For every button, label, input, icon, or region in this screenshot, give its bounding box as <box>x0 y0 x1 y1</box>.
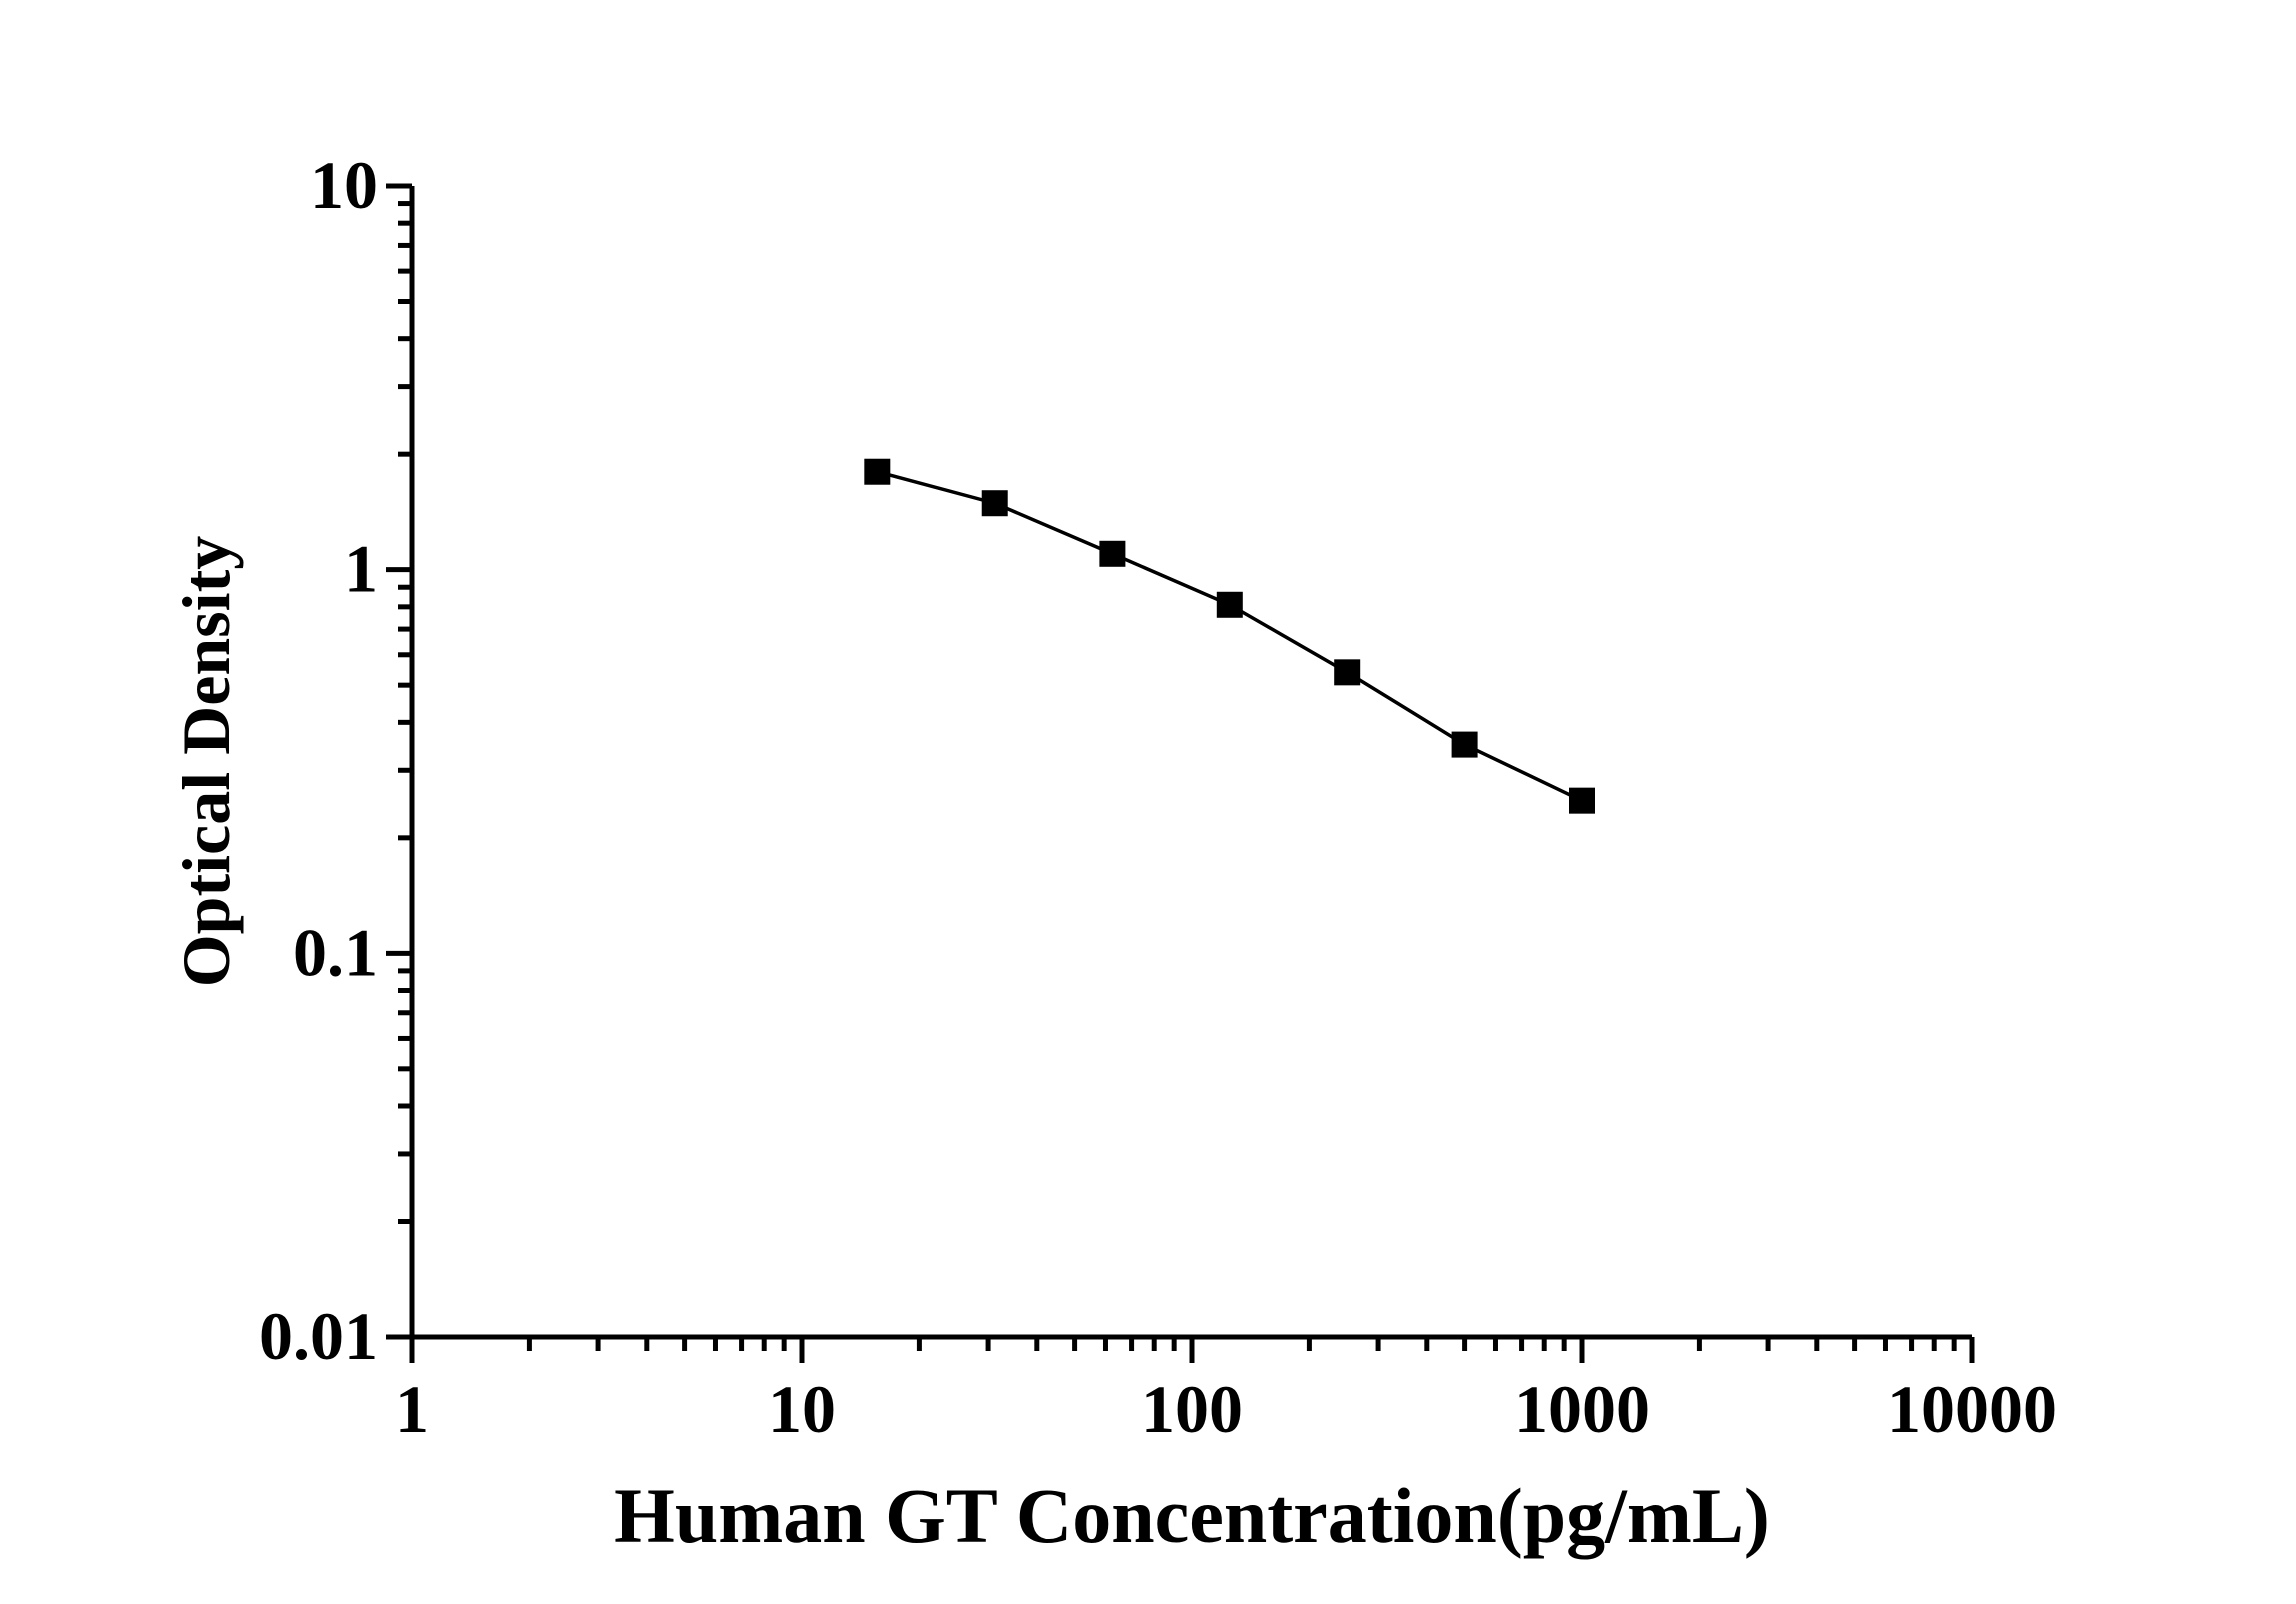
data-point-marker <box>1451 731 1478 758</box>
y-tick-labels: 10 1 0.1 0.01 <box>259 147 378 1374</box>
data-point-marker <box>1334 659 1361 686</box>
data-point-marker <box>864 458 891 485</box>
data-point-marker <box>1216 591 1243 618</box>
x-tick-label: 10 <box>768 1371 836 1447</box>
y-tick-label: 0.01 <box>259 1298 378 1374</box>
axis-frame <box>409 186 1972 1340</box>
data-point-marker <box>981 490 1008 517</box>
axes <box>409 186 1972 1340</box>
x-tick-label: 10000 <box>1887 1371 2057 1447</box>
x-tick-label: 100 <box>1141 1371 1243 1447</box>
data-point-marker <box>1569 787 1595 814</box>
data-point-marker <box>1099 540 1126 567</box>
y-tick-label: 0.1 <box>293 914 378 990</box>
y-axis-title: Optical Density <box>168 536 244 987</box>
x-tick-label: 1 <box>395 1371 429 1447</box>
x-axis-ticks <box>409 1337 1975 1363</box>
y-axis-ticks <box>386 183 412 1340</box>
y-tick-label: 1 <box>344 531 378 607</box>
y-tick-label: 10 <box>310 147 378 223</box>
x-tick-label: 1000 <box>1514 1371 1650 1447</box>
data-series <box>864 458 1595 814</box>
x-axis-title: Human GT Concentration(pg/mL) <box>614 1472 1770 1559</box>
x-tick-labels: 1 10 100 1000 10000 <box>395 1371 2057 1447</box>
